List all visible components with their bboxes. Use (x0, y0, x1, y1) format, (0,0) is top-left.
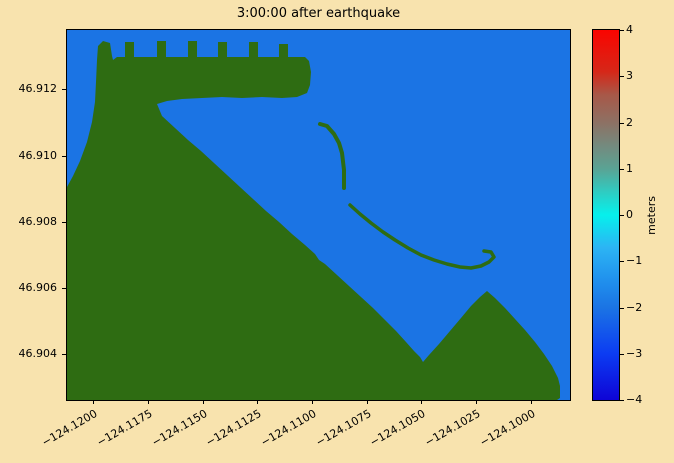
colorbar-tick-label: 3 (626, 69, 633, 83)
colorbar-tick-label: 2 (626, 115, 633, 129)
colorbar-axis-label: meters (643, 30, 659, 400)
x-tick-mark (421, 400, 423, 404)
x-tick-mark (93, 400, 95, 404)
y-tick-label: 46.906 (18, 280, 58, 294)
colorbar-tick-mark (620, 261, 624, 263)
colorbar-axis-label-text: meters (644, 195, 658, 235)
y-tick-mark (62, 155, 66, 157)
colorbar-tick-label: −1 (626, 254, 643, 268)
y-tick-label: 46.910 (18, 148, 58, 162)
y-tick-mark (62, 287, 66, 289)
colorbar-tick-label: −2 (626, 300, 643, 314)
map-surface (67, 30, 570, 400)
colorbar-tick-label: −4 (626, 393, 643, 406)
x-tick-mark (257, 400, 259, 404)
colorbar-tick-mark (620, 122, 624, 124)
colorbar-tick-label: 4 (626, 23, 633, 36)
x-tick-mark (202, 400, 204, 404)
plot-area (66, 29, 571, 401)
colorbar (592, 29, 620, 401)
x-tick-mark (147, 400, 149, 404)
x-tick-mark (530, 400, 532, 404)
colorbar-tick-label: 0 (626, 208, 633, 221)
colorbar-tick-mark (620, 353, 624, 355)
colorbar-tick-label: 1 (626, 161, 633, 175)
colorbar-tick-mark (620, 30, 624, 31)
colorbar-tick-mark (620, 168, 624, 170)
x-tick-mark (311, 400, 313, 404)
y-tick-label: 46.904 (18, 346, 58, 360)
plot-title: 3:00:00 after earthquake (236, 6, 401, 21)
colorbar-tick-mark (620, 76, 624, 78)
y-tick-mark (62, 353, 66, 355)
x-tick-mark (475, 400, 477, 404)
x-tick-mark (366, 400, 368, 404)
colorbar-tick-label: −3 (626, 346, 643, 360)
colorbar-tick-mark (620, 307, 624, 309)
colorbar-tick-mark (620, 215, 624, 216)
shoal-curved-shoal (348, 203, 496, 270)
y-tick-mark (62, 89, 66, 91)
shoal-jetty-hook (318, 122, 346, 190)
land-region-mainland-spit-and-point (67, 41, 560, 400)
y-tick-label: 46.912 (18, 82, 58, 96)
colorbar-tick-mark (620, 400, 624, 401)
y-tick-mark (62, 221, 66, 223)
y-tick-label: 46.908 (18, 214, 58, 228)
